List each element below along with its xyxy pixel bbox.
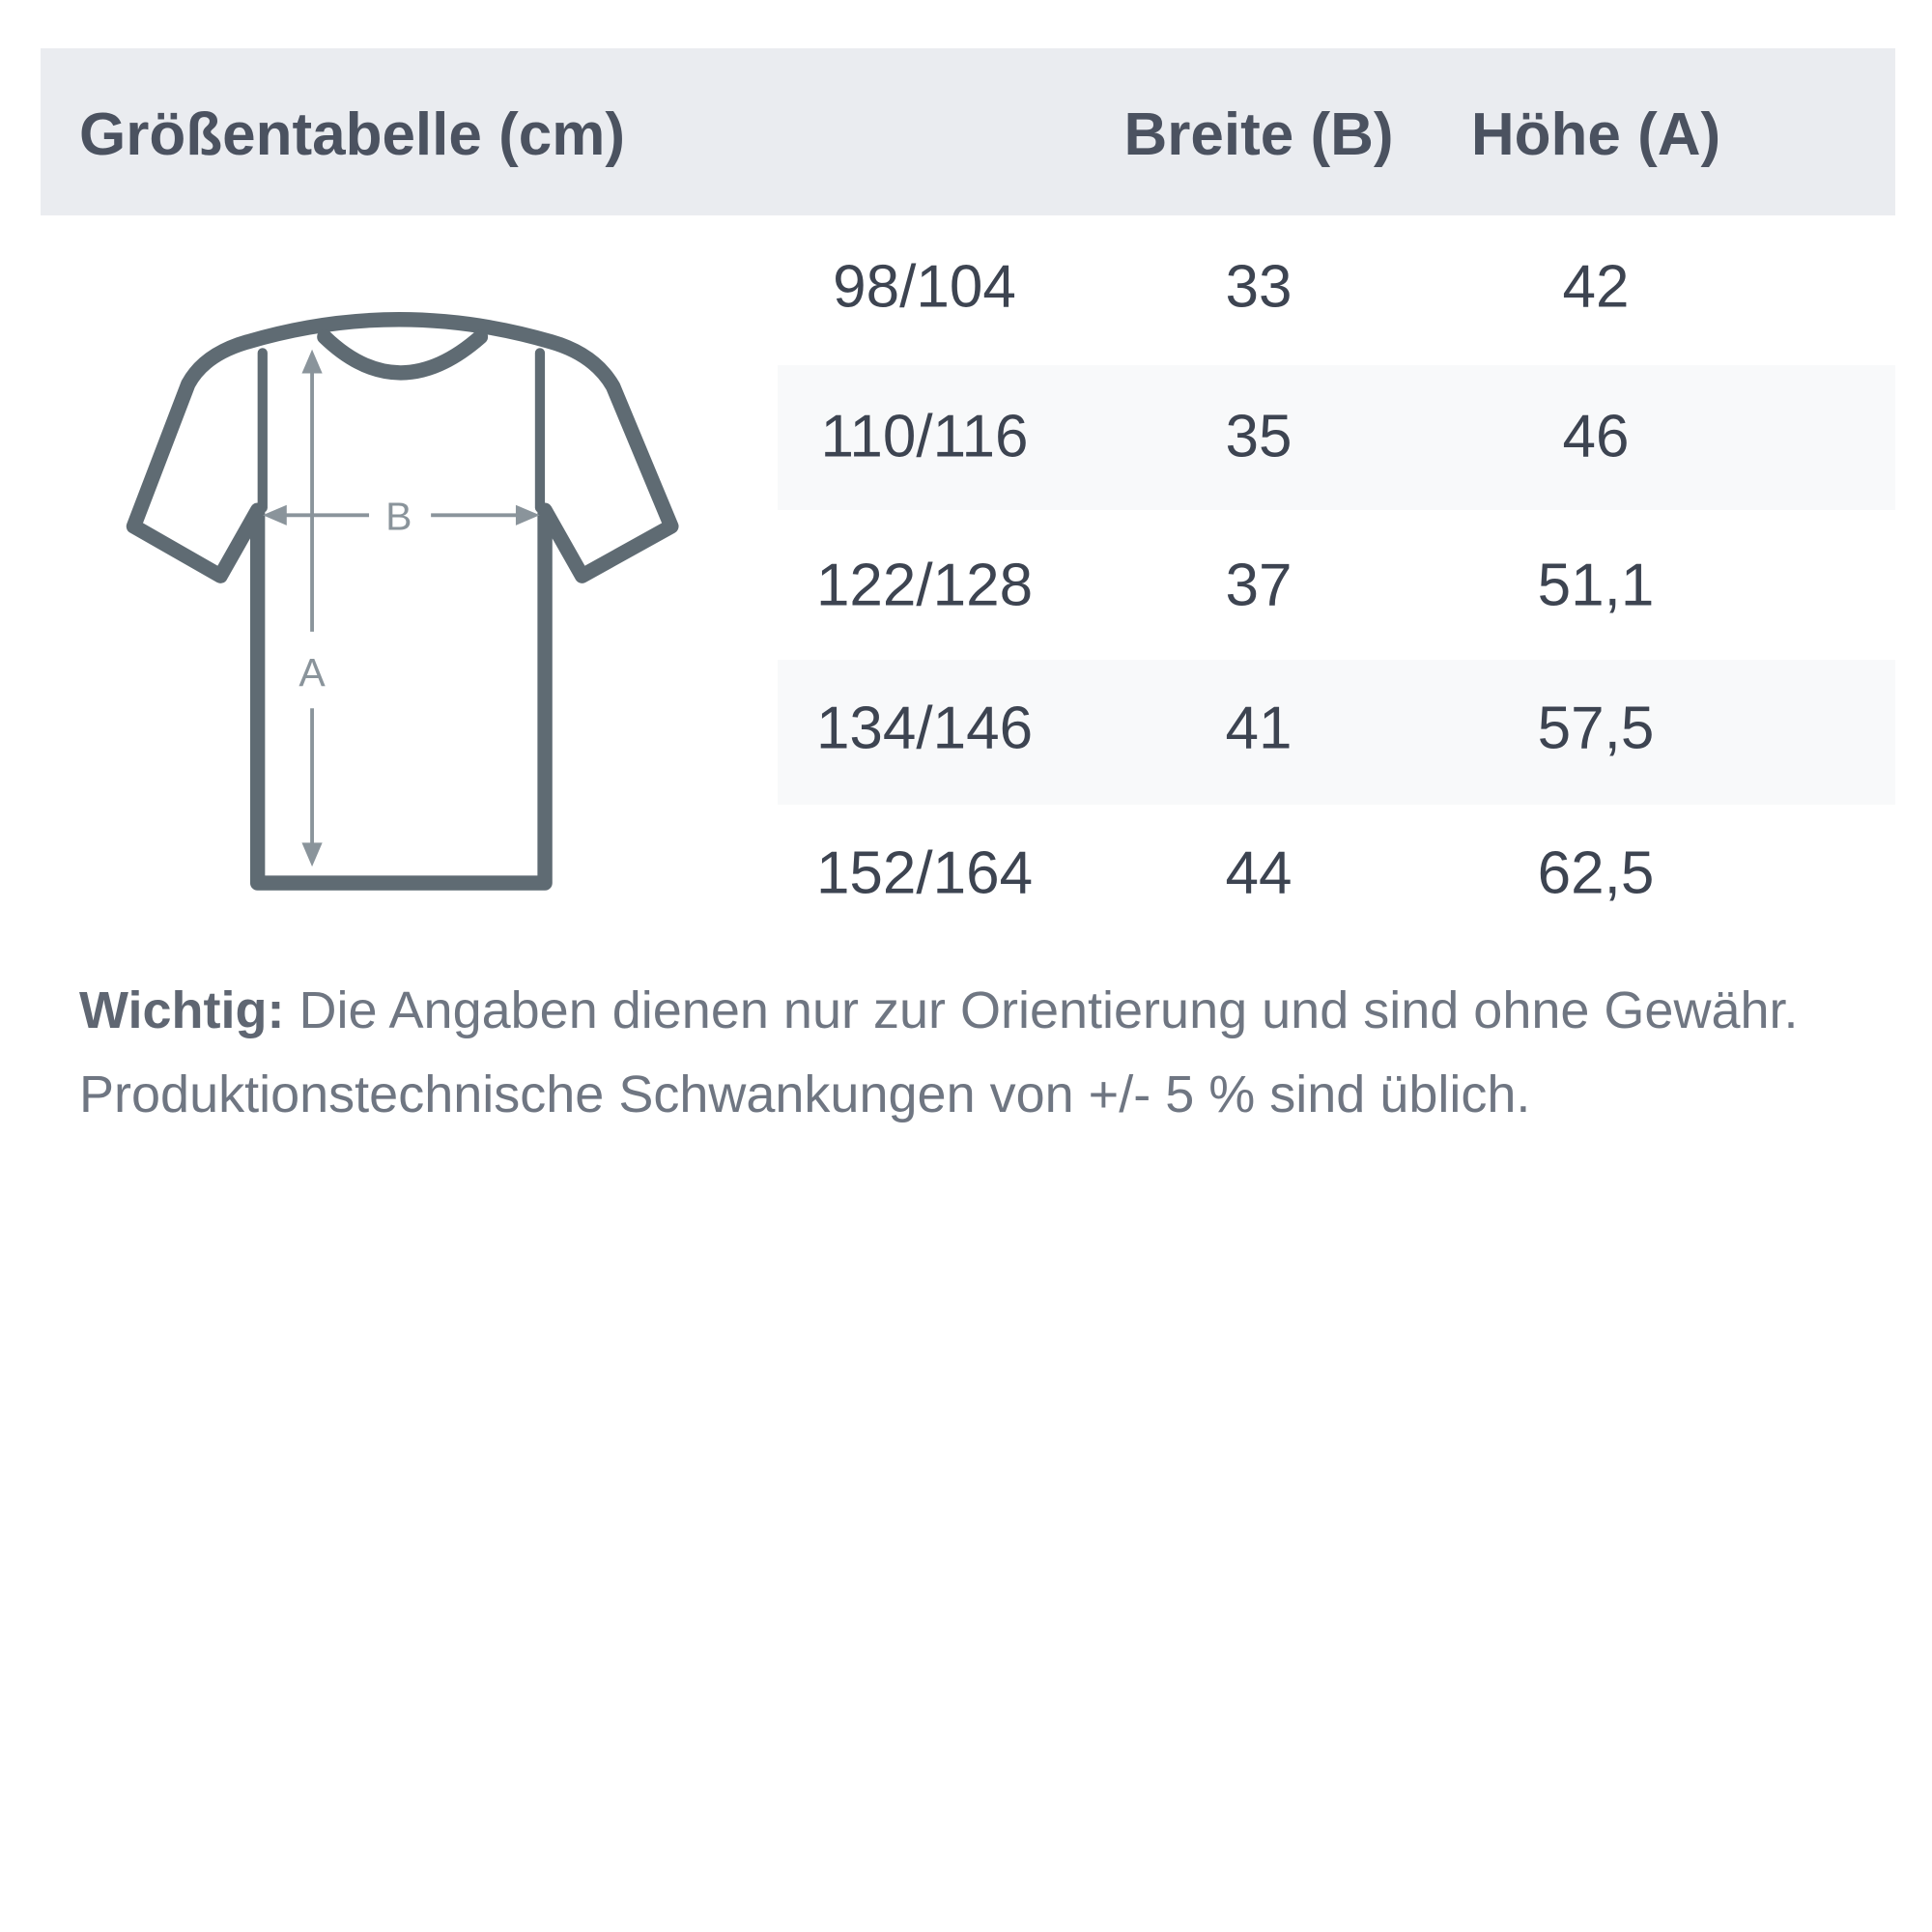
size-cell: 122/128 [815,552,1034,619]
measure-cell: 46 [1562,403,1630,470]
table-title: Größentabelle (cm) [79,101,625,168]
header-band [41,48,1895,215]
note-line: Wichtig: Die Angaben dienen nur zur Orie… [79,980,1799,1040]
size-cell: 98/104 [833,253,1016,321]
size-cell: 110/116 [820,403,1029,470]
width-label: B [385,495,412,539]
measure-cell: 57,5 [1537,695,1655,762]
row-stripe [778,660,1895,805]
tshirt-outline [126,312,679,891]
note-text: Produktionstechnische Schwankungen von +… [79,1065,1531,1123]
measure-cell: 62,5 [1537,839,1655,907]
arrow-head [301,349,323,867]
size-cell: 134/146 [815,695,1034,762]
measure-cell: 37 [1225,552,1293,619]
arrow-head [263,504,540,526]
measure-cell: 33 [1225,253,1293,321]
measure-cell: 35 [1225,403,1293,470]
measure-cell: 42 [1562,253,1630,321]
tshirt-diagram: B A [126,312,679,891]
measure-cell: 41 [1225,695,1293,762]
height-label: A [298,650,326,695]
row-stripe [778,365,1895,510]
size-cell: 152/164 [815,839,1034,907]
note-label: Wichtig: [79,981,285,1039]
note-text: Die Angaben dienen nur zur Orientierung … [298,981,1799,1039]
column-header: Höhe (A) [1470,101,1721,168]
measure-cell: 44 [1225,839,1293,907]
column-header: Breite (B) [1123,101,1394,168]
tshirt-collar [317,329,489,381]
measure-cell: 51,1 [1537,552,1655,619]
